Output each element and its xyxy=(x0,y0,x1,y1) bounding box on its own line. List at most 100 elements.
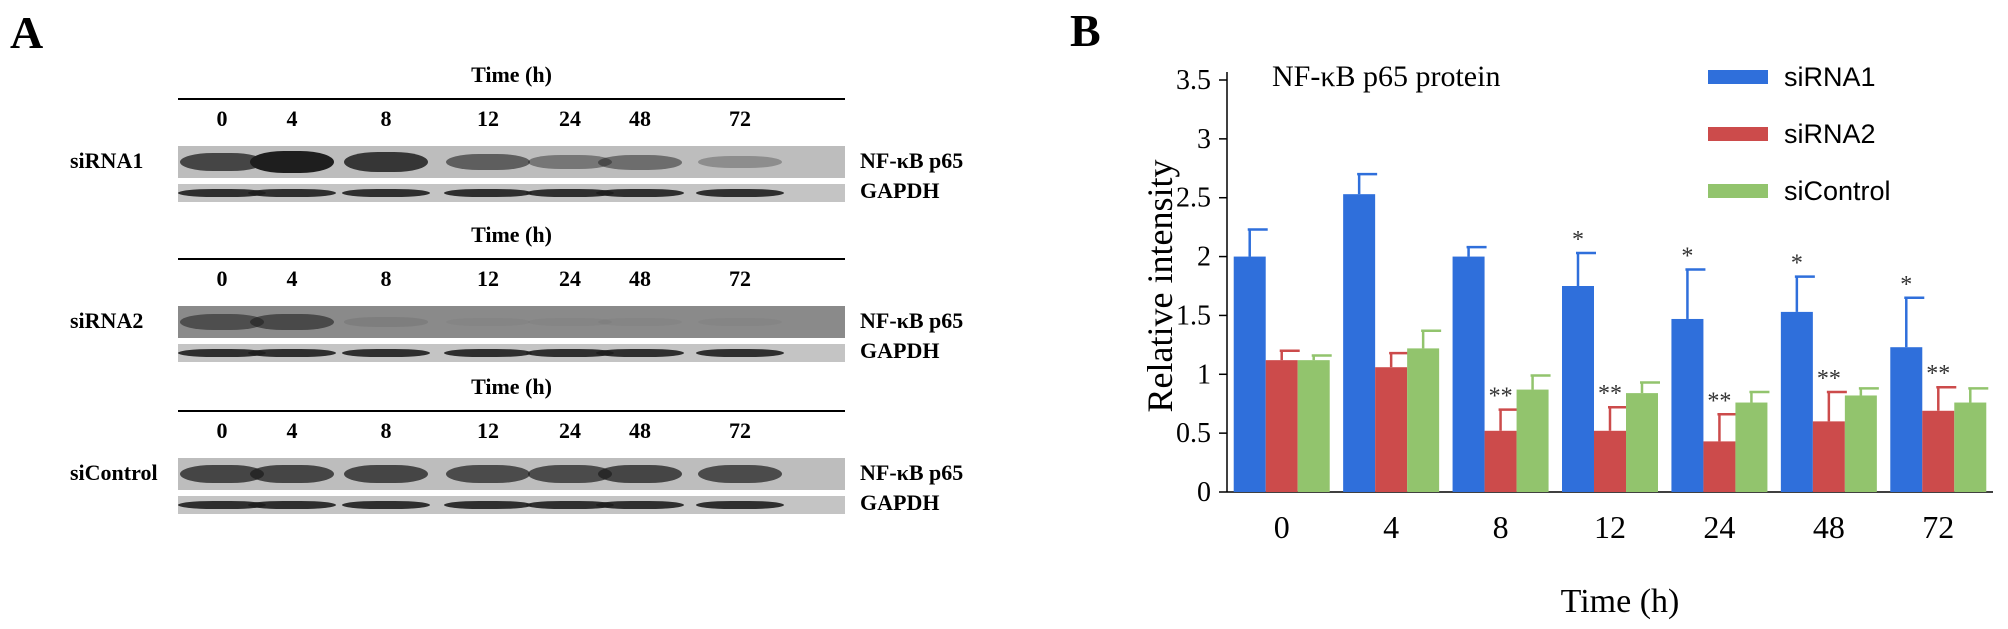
panel-b-letter: B xyxy=(1070,5,1101,56)
bar xyxy=(1375,367,1408,492)
p65-blot-strip xyxy=(178,458,845,490)
p65-band xyxy=(344,464,428,484)
chart-title: NF-κB p65 protein xyxy=(1272,60,1500,93)
time-rule xyxy=(178,98,845,100)
time-rule xyxy=(178,410,845,412)
legend-swatch xyxy=(1708,127,1768,141)
bar xyxy=(1484,430,1517,492)
lane-label: 72 xyxy=(729,266,751,291)
p65-band xyxy=(250,464,334,484)
bar xyxy=(1516,389,1549,492)
p65-band xyxy=(446,153,530,171)
gapdh-band xyxy=(596,189,684,197)
p65-band xyxy=(344,317,428,327)
bar xyxy=(1703,441,1736,492)
gapdh-blot-strip xyxy=(178,344,845,362)
p65-band xyxy=(528,464,612,484)
p65-band xyxy=(446,464,530,484)
x-tick-label: 4 xyxy=(1383,509,1399,545)
lane-label: 72 xyxy=(729,418,751,443)
significance-marker: * xyxy=(1681,244,1693,270)
gapdh-band xyxy=(526,501,614,509)
band-label-p65: NF-κB p65 xyxy=(860,308,964,333)
bar xyxy=(1671,318,1704,492)
p65-band xyxy=(598,154,682,170)
lane-label: 0 xyxy=(216,266,228,291)
p65-band xyxy=(180,314,264,330)
bar xyxy=(1812,421,1845,492)
bar xyxy=(1844,395,1877,492)
gapdh-band xyxy=(696,189,784,197)
lane-label: 4 xyxy=(286,106,298,131)
gapdh-band xyxy=(444,501,532,509)
lane-label: 8 xyxy=(380,418,392,443)
significance-marker: * xyxy=(1900,272,1912,298)
gapdh-band xyxy=(696,501,784,509)
bar xyxy=(1954,402,1987,492)
lane-label: 24 xyxy=(559,106,581,131)
y-tick-label: 2.5 xyxy=(1176,183,1211,214)
gapdh-band xyxy=(178,189,266,197)
group-label: siControl xyxy=(70,460,158,485)
lane-label: 12 xyxy=(477,266,499,291)
gapdh-band xyxy=(248,501,336,509)
p65-band xyxy=(598,317,682,327)
x-axis-label: Time (h) xyxy=(1561,583,1680,620)
x-tick-label: 72 xyxy=(1922,509,1954,545)
legend-swatch xyxy=(1708,70,1768,84)
lane-label: 12 xyxy=(477,106,499,131)
significance-marker: ** xyxy=(1926,361,1950,387)
x-tick-label: 8 xyxy=(1493,509,1509,545)
gapdh-band xyxy=(596,501,684,509)
p65-band xyxy=(180,152,264,172)
time-header: Time (h) xyxy=(471,62,552,87)
gapdh-band xyxy=(178,349,266,357)
y-tick-label: 3.5 xyxy=(1176,65,1211,96)
y-tick-label: 0 xyxy=(1197,477,1211,508)
band-label-p65: NF-κB p65 xyxy=(860,148,964,173)
gapdh-band xyxy=(342,189,430,197)
bar xyxy=(1562,286,1594,492)
p65-band xyxy=(528,154,612,170)
legend-label: siRNA1 xyxy=(1784,62,1876,92)
relative-intensity-bar-chart: 00.511.522.533.50 4 8 12 24 48 72** **** ** **** *… xyxy=(1140,60,1993,620)
gapdh-band xyxy=(342,349,430,357)
significance-marker: ** xyxy=(1598,381,1622,407)
bar xyxy=(1735,402,1768,492)
group-label: siRNA2 xyxy=(70,308,144,333)
group-label: siRNA1 xyxy=(70,148,144,173)
band-label-p65: NF-κB p65 xyxy=(860,460,964,485)
panel-a-letter: A xyxy=(10,7,44,58)
gapdh-band xyxy=(248,349,336,357)
significance-marker: ** xyxy=(1489,384,1513,410)
p65-band xyxy=(250,151,334,173)
gapdh-band xyxy=(444,189,532,197)
significance-marker: * xyxy=(1572,227,1584,253)
y-tick-label: 2 xyxy=(1197,242,1211,273)
p65-band xyxy=(446,317,530,327)
y-tick-label: 1 xyxy=(1197,359,1211,390)
gapdh-band xyxy=(526,349,614,357)
p65-band xyxy=(344,152,428,172)
lane-label: 72 xyxy=(729,106,751,131)
significance-marker: ** xyxy=(1817,366,1841,392)
legend-label: siControl xyxy=(1784,176,1891,206)
lane-label: 24 xyxy=(559,266,581,291)
gapdh-blot-strip xyxy=(178,496,845,514)
bar xyxy=(1265,360,1298,492)
bar xyxy=(1233,256,1266,492)
lane-label: 48 xyxy=(629,266,651,291)
lane-label: 0 xyxy=(216,418,228,443)
p65-band xyxy=(698,464,782,484)
gapdh-band xyxy=(178,501,266,509)
bar xyxy=(1922,410,1955,492)
lane-label: 8 xyxy=(380,266,392,291)
time-header: Time (h) xyxy=(471,374,552,399)
p65-band xyxy=(698,155,782,169)
band-label-gapdh: GAPDH xyxy=(860,338,940,363)
lane-label: 48 xyxy=(629,106,651,131)
bar xyxy=(1890,347,1923,492)
x-tick-label: 24 xyxy=(1703,509,1735,545)
significance-marker: * xyxy=(1791,251,1803,277)
band-label-gapdh: GAPDH xyxy=(860,490,940,515)
